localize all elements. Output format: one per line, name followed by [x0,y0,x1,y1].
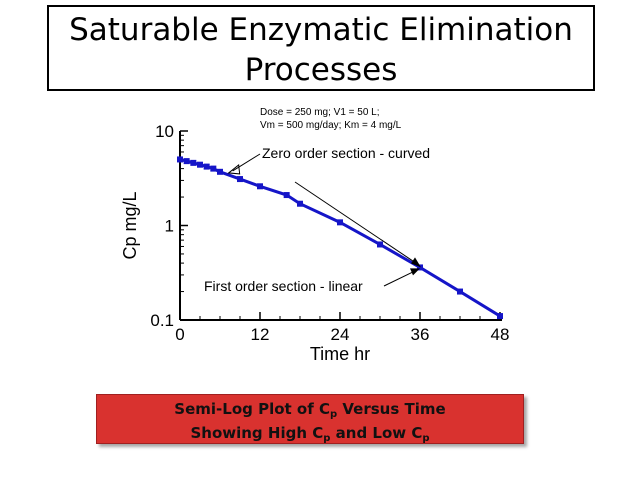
caption-line1-a: Semi-Log Plot of C [174,400,330,418]
caption-line1-sub: p [330,409,338,420]
series-line [179,157,501,318]
semilog-chart: 0.1 1 10 0 12 24 36 48 Time hr Cp mg/L Dose = 250 … [120,107,510,364]
caption-line2-a: Showing High C [190,424,324,442]
data-point [210,165,217,172]
data-point [377,241,383,248]
x-tick-label: 36 [411,325,430,344]
tangent-line [294,181,419,265]
data-point [190,159,197,166]
annotation-first-order-leader [383,270,415,287]
data-point [257,183,263,190]
data-point [177,156,183,163]
caption-line2-sub1: p [323,433,331,444]
annotation-first-order: First order section - linear [204,278,363,294]
annotation-zero-order-leader [232,153,261,172]
data-point [457,288,463,295]
x-tick-label: 24 [331,325,350,344]
caption-line2-b: and Low C [330,424,423,442]
slide-title-line2: Processes [244,52,398,88]
params-line1: Dose = 250 mg; V1 = 50 L; [260,107,380,118]
data-point [283,192,290,199]
caption-line2: Showing High Cp and Low Cp [97,424,523,448]
caption-box: Semi-Log Plot of Cp Versus Time Showing … [96,394,524,444]
slide-title: Saturable Enzymatic Elimination Processe… [47,5,595,91]
slide-title-line1: Saturable Enzymatic Elimination [69,12,573,48]
data-point [417,264,423,271]
annotation-first-order-arrowhead [410,268,420,276]
annotation-zero-order: Zero order section - curved [262,145,430,161]
y-tick-label: 10 [155,122,174,141]
x-tick-label: 48 [491,325,510,344]
x-axis-label: Time hr [310,344,370,364]
y-axis-label: Cp mg/L [120,191,140,259]
data-point [497,313,503,320]
annotation-zero-order-arrowhead [227,163,241,175]
params-line2: Vm = 500 mg/day; Km = 4 mg/L [260,120,402,131]
data-point [197,161,203,168]
caption-line2-sub2: p [422,433,430,444]
data-point [237,176,243,183]
data-point [297,200,303,207]
x-tick-label: 0 [175,325,184,344]
data-point [337,219,343,226]
data-point [183,158,190,165]
x-tick-label: 12 [251,325,270,344]
y-tick-label: 0.1 [150,311,174,330]
data-point [203,163,210,170]
data-point [217,168,223,175]
y-tick-label: 1 [165,217,174,236]
caption-line1: Semi-Log Plot of Cp Versus Time [97,400,523,424]
tangent-line-arrowhead [411,257,421,268]
caption-line1-b: Versus Time [337,400,446,418]
